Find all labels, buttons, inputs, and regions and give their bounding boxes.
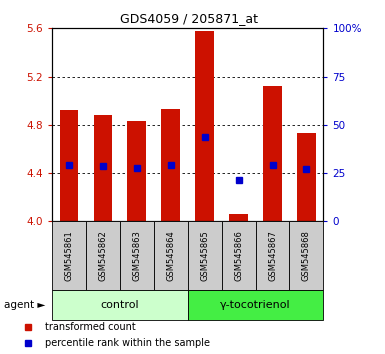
Text: GDS4059 / 205871_at: GDS4059 / 205871_at [120,12,258,25]
Text: GSM545866: GSM545866 [234,230,243,281]
Bar [290,221,323,290]
Text: transformed count: transformed count [45,322,136,332]
Text: GSM545862: GSM545862 [98,230,107,281]
Bar [86,221,120,290]
Text: GSM545865: GSM545865 [200,230,209,281]
Bar [120,221,154,290]
Text: GSM545861: GSM545861 [64,230,74,281]
Text: GSM545864: GSM545864 [166,230,175,281]
Text: control: control [100,300,139,310]
Bar [195,31,214,221]
Bar [154,221,187,290]
Text: GSM545868: GSM545868 [302,230,311,281]
Text: GSM545863: GSM545863 [132,230,141,281]
Bar [127,121,146,221]
Text: γ-tocotrienol: γ-tocotrienol [220,300,291,310]
Bar [222,221,256,290]
Bar [229,214,248,221]
Bar [161,109,180,221]
Bar [297,133,316,221]
Text: percentile rank within the sample: percentile rank within the sample [45,338,211,348]
Bar [263,86,282,221]
Bar [94,115,112,221]
Bar [60,110,78,221]
Text: agent ►: agent ► [4,300,45,310]
Bar [188,290,323,320]
Bar [256,221,290,290]
Bar [188,221,222,290]
Text: GSM545867: GSM545867 [268,230,277,281]
Bar [52,290,188,320]
Bar [52,221,86,290]
